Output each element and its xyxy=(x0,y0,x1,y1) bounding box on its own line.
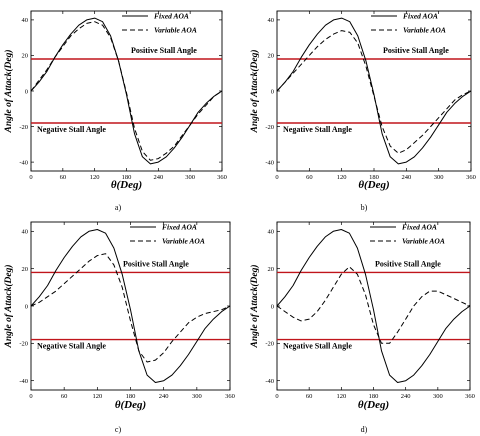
x-tick-label: 360 xyxy=(217,174,227,181)
y-tick-label: -20 xyxy=(265,341,274,348)
y-tick-label: 0 xyxy=(25,88,28,95)
fixed-aoa-line xyxy=(276,229,471,383)
y-tick-label: -40 xyxy=(265,378,274,385)
legend-label: Variable AOA xyxy=(154,26,197,35)
x-tick-label: 0 xyxy=(275,174,278,181)
x-tick-label: 120 xyxy=(336,393,346,400)
plot-frame xyxy=(30,221,231,391)
legend-label: Variable AOA xyxy=(162,237,205,246)
y-tick-label: 40 xyxy=(22,17,29,24)
y-tick-label: 20 xyxy=(268,266,275,273)
x-axis-title: θ(Deg) xyxy=(358,399,389,411)
x-tick-label: 240 xyxy=(159,393,169,400)
x-tick-label: 240 xyxy=(401,174,411,181)
x-tick-label: 180 xyxy=(369,174,379,181)
fixed-aoa-line xyxy=(276,17,472,165)
plot-frame xyxy=(30,10,223,172)
y-tick-label: 20 xyxy=(22,266,29,273)
x-tick-label: 360 xyxy=(466,174,476,181)
y-tick-label: 20 xyxy=(22,53,29,60)
x-tick-label: 240 xyxy=(401,393,411,400)
legend-label: Fixed AOA xyxy=(162,223,197,232)
chart-panel-3: 0 60 120 180 240 300 360 -40 -20 0 20 40 Positive St… xyxy=(3,221,235,434)
y-tick-label: 40 xyxy=(268,17,275,24)
legend-label: Variable AOA xyxy=(402,237,445,246)
y-tick-label: -40 xyxy=(19,159,28,166)
y-tick-label: -40 xyxy=(19,378,28,385)
chart-panel-2: 0 60 120 180 240 300 360 -40 -20 0 20 40 Positive St… xyxy=(249,10,476,212)
fixed-aoa-line xyxy=(30,17,223,165)
x-tick-label: 300 xyxy=(433,393,443,400)
variable-aoa-line xyxy=(276,30,472,154)
plot-frame xyxy=(276,221,471,391)
x-tick-label: 60 xyxy=(306,174,313,181)
x-axis-title: θ(Deg) xyxy=(358,179,389,191)
legend-label: Fixed AOA xyxy=(154,12,189,21)
x-tick-label: 360 xyxy=(225,393,235,400)
x-tick-label: 360 xyxy=(465,393,475,400)
panel-caption: c) xyxy=(115,425,122,434)
positive-stall-label: Positive Stall Angle xyxy=(131,46,197,55)
y-tick-label: -40 xyxy=(265,159,274,166)
x-tick-label: 60 xyxy=(60,174,67,181)
x-tick-label: 0 xyxy=(29,393,32,400)
variable-aoa-line xyxy=(30,21,223,161)
variable-aoa-line xyxy=(30,253,231,363)
fixed-aoa-line xyxy=(30,229,231,383)
y-axis-title: Angle of Attack(Deg) xyxy=(249,264,260,348)
x-tick-label: 300 xyxy=(434,174,444,181)
panel-caption: b) xyxy=(361,203,368,212)
x-tick-label: 240 xyxy=(153,174,163,181)
x-tick-label: 180 xyxy=(122,174,132,181)
plot-frame xyxy=(276,10,472,172)
y-tick-label: 0 xyxy=(25,303,28,310)
x-tick-label: 120 xyxy=(90,174,100,181)
positive-stall-label: Positive Stall Angle xyxy=(383,46,449,55)
x-tick-label: 300 xyxy=(192,393,202,400)
y-tick-label: 40 xyxy=(268,229,275,236)
legend-label: Fixed AOA xyxy=(402,223,437,232)
x-tick-label: 300 xyxy=(185,174,195,181)
y-axis-title: Angle of Attack(Deg) xyxy=(3,264,14,348)
y-tick-label: -20 xyxy=(19,341,28,348)
y-tick-label: 0 xyxy=(271,303,274,310)
positive-stall-label: Positive Stall Angle xyxy=(375,259,441,268)
x-tick-label: 120 xyxy=(337,174,347,181)
panel-caption: d) xyxy=(361,425,368,434)
negative-stall-label: Negative Stall Angle xyxy=(37,125,106,134)
y-tick-label: 0 xyxy=(271,88,274,95)
x-tick-label: 180 xyxy=(126,393,136,400)
y-tick-label: 20 xyxy=(268,53,275,60)
chart-panel-4: 0 60 120 180 240 300 360 -40 -20 0 20 40 Positive St… xyxy=(249,221,475,434)
negative-stall-label: Negative Stall Angle xyxy=(37,342,106,351)
x-tick-label: 60 xyxy=(306,393,313,400)
legend-label: Variable AOA xyxy=(403,26,446,35)
x-tick-label: 120 xyxy=(92,393,102,400)
chart-panel-1: 0 60 120 180 240 300 360 -40 -20 0 20 40 Positive St… xyxy=(3,10,227,212)
negative-stall-label: Negative Stall Angle xyxy=(283,125,352,134)
x-tick-label: 0 xyxy=(29,174,32,181)
y-tick-label: -20 xyxy=(19,124,28,131)
y-axis-title: Angle of Attack(Deg) xyxy=(249,49,260,133)
x-tick-label: 0 xyxy=(275,393,278,400)
y-tick-label: -20 xyxy=(265,124,274,131)
y-axis-title: Angle of Attack(Deg) xyxy=(3,49,14,133)
x-axis-title: θ(Deg) xyxy=(115,399,146,411)
y-tick-label: 40 xyxy=(22,229,29,236)
x-tick-label: 60 xyxy=(61,393,68,400)
x-tick-label: 180 xyxy=(369,393,379,400)
panel-caption: a) xyxy=(115,203,122,212)
variable-aoa-line xyxy=(276,266,471,344)
positive-stall-label: Positive Stall Angle xyxy=(123,259,189,268)
legend-label: Fixed AOA xyxy=(403,12,438,21)
x-axis-title: θ(Deg) xyxy=(111,179,142,191)
negative-stall-label: Negative Stall Angle xyxy=(283,342,352,351)
